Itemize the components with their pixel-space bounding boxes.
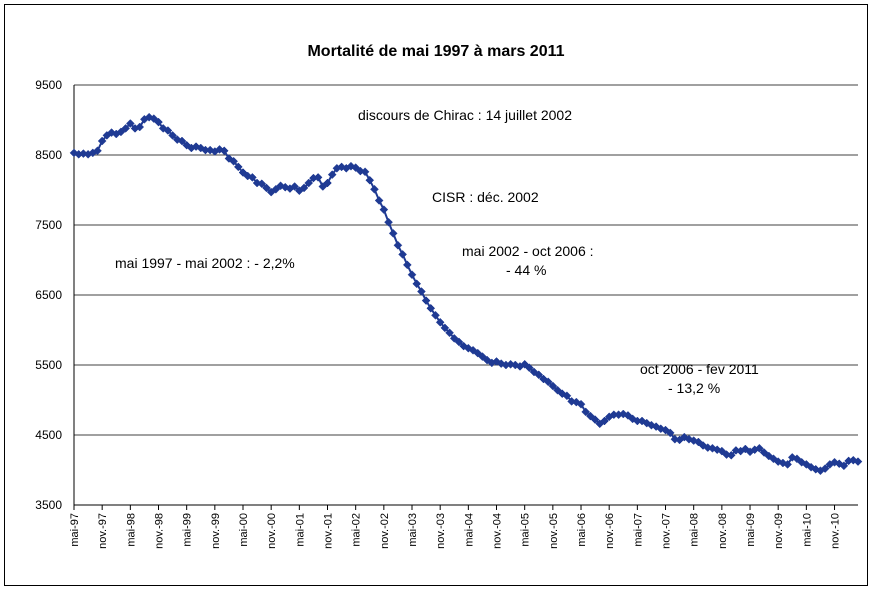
x-tick-label: nov.-00 xyxy=(266,513,278,549)
x-tick-label: nov.-07 xyxy=(661,513,673,549)
ann-cisr: CISR : déc. 2002 xyxy=(432,189,539,205)
ann-p2b: - 44 % xyxy=(506,262,546,278)
x-tick-label: mai-09 xyxy=(745,513,757,547)
y-tick-label: 6500 xyxy=(35,288,62,302)
x-tick-label: nov.-01 xyxy=(323,513,335,549)
x-tick-label: nov.-99 xyxy=(210,513,222,549)
ann-p2a: mai 2002 - oct 2006 : xyxy=(462,243,594,259)
x-tick-label: mai-04 xyxy=(463,513,475,547)
ann-p3a: oct 2006 - fev 2011 xyxy=(640,361,759,377)
mortality-line-chart: 3500 4500 5500 6500 7500 8500 9500 mai-97 nov.-9… xyxy=(0,0,872,590)
x-tick-label: mai-99 xyxy=(182,513,194,547)
x-tick-label: mai-03 xyxy=(407,513,419,547)
chart-container: 3500 4500 5500 6500 7500 8500 9500 mai-97 nov.-9… xyxy=(0,0,872,590)
y-tick-label: 7500 xyxy=(35,218,62,232)
x-tick-label: nov.-97 xyxy=(97,513,109,549)
y-tick-label: 9500 xyxy=(35,78,62,92)
x-tick-label: nov.-06 xyxy=(604,513,616,549)
x-tick-label: nov.-02 xyxy=(379,513,391,549)
x-tick-label: mai-00 xyxy=(238,513,250,547)
x-tick-label: mai-08 xyxy=(689,513,701,547)
x-tick-label: mai-05 xyxy=(520,513,532,547)
x-tick-label: mai-98 xyxy=(125,513,137,547)
x-tick-label: nov.-05 xyxy=(548,513,560,549)
x-tick-label: nov.-08 xyxy=(717,513,729,549)
ann-chirac: discours de Chirac : 14 juillet 2002 xyxy=(358,107,572,123)
y-tick-label: 8500 xyxy=(35,148,62,162)
x-tick-label: nov.-09 xyxy=(773,513,785,549)
x-tick-label: nov.-03 xyxy=(435,513,447,549)
y-tick-label: 4500 xyxy=(35,428,62,442)
x-tick-label: mai-97 xyxy=(69,513,81,547)
x-tick-label: mai-07 xyxy=(632,513,644,547)
x-tick-label: mai-01 xyxy=(294,513,306,547)
x-tick-label: nov.-04 xyxy=(492,513,504,549)
x-tick-label: mai-06 xyxy=(576,513,588,547)
ann-p3b: - 13,2 % xyxy=(668,380,720,396)
y-tick-label: 5500 xyxy=(35,358,62,372)
ann-p1: mai 1997 - mai 2002 : - 2,2% xyxy=(115,255,295,271)
y-tick-label: 3500 xyxy=(35,498,62,512)
chart-title: Mortalité de mai 1997 à mars 2011 xyxy=(307,43,564,60)
x-tick-label: nov.-10 xyxy=(830,513,842,549)
x-tick-label: nov.-98 xyxy=(154,513,166,549)
x-tick-label: mai-10 xyxy=(801,513,813,547)
x-tick-label: mai-02 xyxy=(351,513,363,547)
